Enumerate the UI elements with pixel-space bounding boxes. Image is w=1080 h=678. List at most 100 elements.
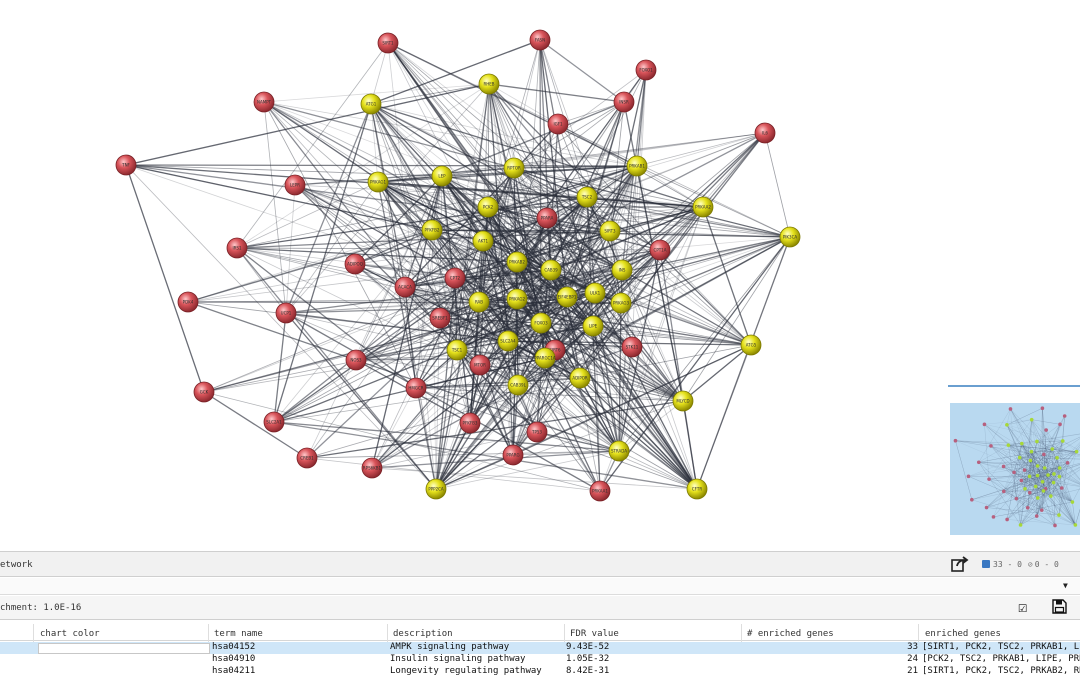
eye-hidden-icon[interactable]: ⊘ [1027, 560, 1033, 569]
network-node-circle[interactable] [446, 339, 468, 361]
checkbox-check-icon[interactable]: ☑ [1018, 598, 1028, 616]
network-node-circle[interactable] [626, 155, 648, 177]
network-node[interactable]: PFKFB3 [459, 412, 481, 434]
network-node-circle[interactable] [345, 349, 367, 371]
network-node-circle[interactable] [589, 480, 611, 502]
network-node[interactable]: INSR [613, 91, 635, 113]
network-node[interactable]: RPS6KB1 [361, 457, 383, 479]
network-node-circle[interactable] [576, 186, 598, 208]
chart-color-swatch[interactable] [38, 643, 210, 654]
column-header[interactable]: description [393, 629, 453, 639]
network-node[interactable]: IRS1 [226, 237, 248, 259]
network-node-circle[interactable] [275, 302, 297, 324]
network-node[interactable]: CAB39 [540, 259, 562, 281]
network-node-circle[interactable] [468, 291, 490, 313]
network-node[interactable]: PPARG [502, 444, 524, 466]
network-node-circle[interactable] [547, 113, 569, 135]
network-node-circle[interactable] [556, 286, 578, 308]
network-node-circle[interactable] [526, 421, 548, 443]
network-node[interactable]: TNF [115, 154, 137, 176]
network-node[interactable]: PIK3CA [779, 226, 801, 248]
network-node[interactable]: CREB1 [296, 447, 318, 469]
triangle-down-icon[interactable]: ▼ [1063, 581, 1068, 590]
network-node-circle[interactable] [635, 59, 657, 81]
network-node-circle[interactable] [506, 288, 528, 310]
network-node[interactable]: SIRT3 [599, 220, 621, 242]
network-node[interactable]: IGF1 [547, 113, 569, 135]
save-icon[interactable] [1052, 599, 1067, 619]
network-node-circle[interactable] [253, 91, 275, 113]
network-node[interactable]: RHEB [478, 73, 500, 95]
network-node[interactable]: PDK4 [177, 291, 199, 313]
network-node-circle[interactable] [115, 154, 137, 176]
network-node-circle[interactable] [377, 32, 399, 54]
network-node-circle[interactable] [536, 207, 558, 229]
network-node-circle[interactable] [296, 447, 318, 469]
network-node[interactable]: FASN [529, 29, 551, 51]
network-node-circle[interactable] [599, 220, 621, 242]
network-node-circle[interactable] [477, 196, 499, 218]
network-node-circle[interactable] [740, 334, 762, 356]
network-node[interactable]: UCP1 [275, 302, 297, 324]
table-row[interactable]: hsa04211 Longevity regulating pathway 8.… [0, 666, 1080, 678]
network-node-circle[interactable] [284, 174, 306, 196]
network-node[interactable]: SREBF1 [429, 307, 451, 329]
network-node-circle[interactable] [530, 312, 552, 334]
network-node[interactable]: ATG1 [360, 93, 382, 115]
network-node[interactable]: CPT2 [444, 267, 466, 289]
network-node[interactable]: RAB [468, 291, 490, 313]
network-node[interactable]: MTOR [469, 354, 491, 376]
network-node[interactable]: PRKAG3 [610, 292, 632, 314]
network-node[interactable]: RPTOR [503, 157, 525, 179]
network-node-circle[interactable] [502, 444, 524, 466]
network-node-circle[interactable] [540, 259, 562, 281]
network-node[interactable]: PPARA [536, 207, 558, 229]
network-node[interactable]: MLYCD [672, 390, 694, 412]
network-node-circle[interactable] [582, 315, 604, 337]
network-tab-label[interactable]: etwork [0, 560, 33, 570]
network-node[interactable]: LEPR [284, 174, 306, 196]
network-node-circle[interactable] [444, 267, 466, 289]
network-node[interactable]: ADIPOR [569, 367, 591, 389]
network-node-circle[interactable] [193, 381, 215, 403]
network-node[interactable]: TP53 [526, 421, 548, 443]
network-node-circle[interactable] [421, 219, 443, 241]
network-node-circle[interactable] [529, 29, 551, 51]
table-row[interactable]: hsa04910 Insulin signaling pathway 1.05E… [0, 654, 1080, 666]
network-node-circle[interactable] [649, 239, 671, 261]
network-node[interactable]: ATG5 [740, 334, 762, 356]
network-node[interactable]: TSC1 [446, 339, 468, 361]
network-node-circle[interactable] [405, 377, 427, 399]
network-node-circle[interactable] [469, 354, 491, 376]
network-node-circle[interactable] [361, 457, 383, 479]
network-node-circle[interactable] [360, 93, 382, 115]
network-node-circle[interactable] [459, 412, 481, 434]
network-node-circle[interactable] [429, 307, 451, 329]
network-node-circle[interactable] [497, 330, 519, 352]
network-node-circle[interactable] [534, 347, 556, 369]
network-node-circle[interactable] [621, 336, 643, 358]
network-node[interactable]: PRKAB1 [626, 155, 648, 177]
column-header[interactable]: # enriched genes [747, 629, 834, 639]
network-node[interactable]: NAMPT [253, 91, 275, 113]
column-header[interactable]: chart color [40, 629, 100, 639]
network-node-circle[interactable] [503, 157, 525, 179]
network-node-circle[interactable] [608, 440, 630, 462]
network-node-circle[interactable] [478, 73, 500, 95]
network-node[interactable]: GCK [193, 381, 215, 403]
network-node[interactable]: IL6 [754, 122, 776, 144]
network-node[interactable]: ACACA [394, 276, 416, 298]
network-node-circle[interactable] [584, 282, 606, 304]
network-node[interactable]: AKT1 [472, 230, 494, 252]
network-node[interactable]: ADIPOQ [344, 253, 366, 275]
network-node-circle[interactable] [367, 171, 389, 193]
checkbox-icon[interactable] [982, 560, 990, 568]
network-node-circle[interactable] [613, 91, 635, 113]
network-node[interactable]: FOXO1 [635, 59, 657, 81]
network-node-circle[interactable] [610, 292, 632, 314]
network-node[interactable]: FOXO3 [530, 312, 552, 334]
network-node[interactable]: PRKAG2 [506, 288, 528, 310]
network-node[interactable]: NOS3 [345, 349, 367, 371]
network-node[interactable]: SLC2A1 [263, 411, 285, 433]
network-node-circle[interactable] [686, 478, 708, 500]
